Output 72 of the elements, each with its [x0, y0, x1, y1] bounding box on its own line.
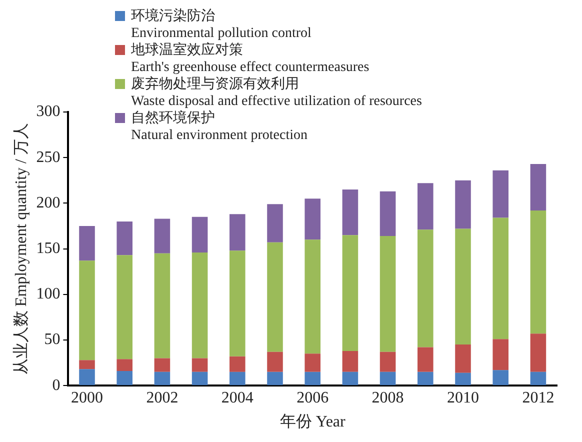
x-tick-label: 2000 [71, 389, 103, 406]
bar [154, 358, 170, 372]
bar [418, 230, 434, 348]
bar [342, 190, 358, 236]
bar [455, 372, 471, 386]
y-tick-label: 250 [36, 148, 60, 166]
y-axis-title: 从业人数 Employment quantity / 万人 [12, 123, 30, 375]
bar [530, 372, 546, 386]
bar [230, 214, 246, 251]
bar [530, 210, 546, 334]
bar [455, 344, 471, 373]
bar [230, 372, 246, 386]
bar [492, 218, 508, 340]
bar [530, 334, 546, 372]
bar [116, 221, 132, 256]
legend-label: 废弃物处理与资源有效利用 Waste disposal and effective utilization of resources [131, 76, 422, 110]
bar [154, 218, 170, 254]
bar [154, 253, 170, 358]
legend-label: 地球温室效应对策 Earth's greenhouse effect countermeasures [131, 42, 370, 76]
bar [116, 359, 132, 372]
bar [304, 198, 320, 240]
bar [79, 369, 95, 386]
bar [192, 358, 208, 372]
bar [304, 240, 320, 354]
y-tick-label: 50 [44, 331, 60, 348]
bar [116, 255, 132, 360]
bar [116, 371, 132, 386]
bar [492, 170, 508, 218]
bar [418, 372, 434, 386]
bar [492, 339, 508, 370]
x-tick-label: 2004 [221, 389, 254, 406]
bar [380, 372, 396, 386]
bar [267, 372, 283, 386]
bar [342, 350, 358, 372]
x-axis-title: 年份 Year [280, 414, 346, 431]
bar [530, 164, 546, 210]
bar [342, 372, 358, 386]
y-tick-label: 300 [36, 103, 60, 120]
y-tick-label: 200 [36, 194, 60, 212]
bar [342, 235, 358, 351]
bar [230, 250, 246, 356]
bar [79, 360, 95, 370]
bar [192, 216, 208, 252]
legend-label: 自然环境保护 Natural environment protection [131, 110, 308, 144]
bar [154, 372, 170, 386]
bar [192, 372, 208, 386]
bar [79, 226, 95, 261]
bar [304, 372, 320, 386]
bar [455, 228, 471, 345]
bar [230, 356, 246, 372]
bar [192, 252, 208, 358]
bar [380, 191, 396, 236]
y-tick-label: 0 [52, 376, 60, 394]
bar [455, 180, 471, 229]
bar [304, 354, 320, 372]
bar [418, 183, 434, 230]
x-tick-label: 2006 [296, 389, 329, 406]
x-tick-label: 2010 [447, 389, 479, 406]
bar [79, 260, 95, 360]
y-tick-label: 100 [36, 286, 60, 303]
x-tick-label: 2002 [146, 389, 178, 406]
x-tick-label: 2012 [522, 389, 554, 406]
bar [380, 236, 396, 352]
bar [492, 370, 508, 386]
legend-label: 环境污染防治 Environmental pollution control [131, 8, 312, 42]
bar [267, 352, 283, 372]
x-tick-label: 2008 [372, 389, 404, 406]
bar [267, 204, 283, 242]
y-tick-label: 150 [36, 240, 60, 258]
bar [267, 242, 283, 352]
bar [380, 352, 396, 372]
bar [418, 347, 434, 372]
